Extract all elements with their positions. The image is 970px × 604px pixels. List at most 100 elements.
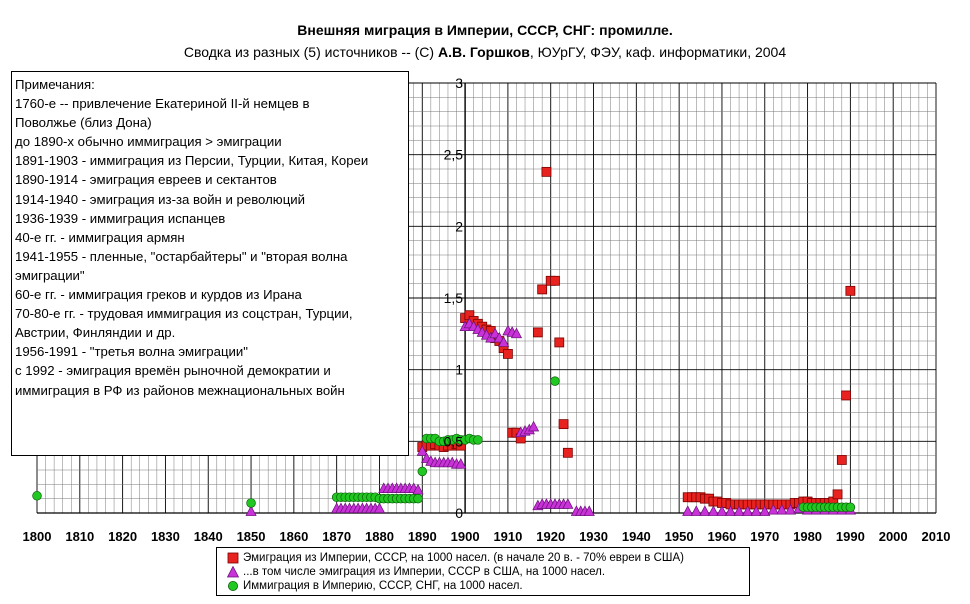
chart-title: Внешняя миграция в Империи, СССР, СНГ: п… xyxy=(297,22,673,38)
point-immigration xyxy=(473,435,483,445)
y-tick-label: 0,5 xyxy=(444,433,464,449)
point-emigration xyxy=(537,284,548,295)
point-immigration xyxy=(550,376,560,386)
note-line: Примечания: xyxy=(15,77,95,92)
point-immigration xyxy=(413,493,423,504)
point-emigration xyxy=(532,327,543,338)
y-tick-label: 2,5 xyxy=(444,147,464,163)
x-tick-label: 1800 xyxy=(23,529,52,544)
note-line: с 1992 - эмиграция времён рыночной демок… xyxy=(15,363,331,379)
point-immigration xyxy=(246,498,256,508)
point-us-emigration xyxy=(510,327,523,339)
series-group xyxy=(245,317,856,516)
note-line: 1914-1940 - эмиграция из-за войн и револ… xyxy=(15,191,305,207)
point-us-emigration xyxy=(690,505,702,516)
legend-triangle-marker xyxy=(227,566,239,578)
point-emigration xyxy=(845,285,856,296)
x-tick-label: 1840 xyxy=(194,529,223,544)
x-tick-label: 1850 xyxy=(237,529,266,544)
note-line: эмиграции" xyxy=(15,267,85,283)
point-us-emigration xyxy=(733,505,745,516)
x-tick-label: 2000 xyxy=(879,529,908,544)
x-tick-label: 1910 xyxy=(493,529,522,544)
note-line: 1936-1939 - иммиграция испанцев xyxy=(15,210,226,226)
point-us-emigration xyxy=(750,505,762,516)
point-us-emigration xyxy=(776,503,788,515)
point-emigration xyxy=(503,348,513,359)
note-line: 60-е гг. - иммиграция греков и курдов из… xyxy=(15,287,302,303)
point-us-emigration xyxy=(759,505,771,516)
point-emigration xyxy=(541,166,552,177)
x-tick-label: 2010 xyxy=(922,529,951,544)
note-line: 1891-1903 - иммиграция из Персии, Турции… xyxy=(15,153,369,169)
point-us-emigration xyxy=(498,336,510,347)
legend-square-marker xyxy=(227,552,239,564)
x-tick-label: 1900 xyxy=(451,529,480,544)
point-us-emigration xyxy=(767,503,779,515)
plot-marks xyxy=(32,166,856,516)
point-us-emigration xyxy=(245,505,257,516)
point-emigration xyxy=(841,390,851,401)
note-line: до 1890-х обычно иммиграция > эмиграции xyxy=(15,134,282,150)
legend-label-immigration: Иммиграция в Империю, СССР, СНГ, на 1000… xyxy=(243,580,523,592)
y-tick-label: 2 xyxy=(455,218,463,234)
note-line: иммиграция в РФ из районов межнациональн… xyxy=(15,382,345,398)
note-line: 1890-1914 - эмиграция евреев и сектантов xyxy=(15,172,277,188)
point-us-emigration xyxy=(784,503,797,515)
x-tick-label: 1880 xyxy=(365,529,394,544)
point-emigration xyxy=(562,447,573,458)
x-tick-label: 1940 xyxy=(622,529,651,544)
note-line: Поволжье (близ Дона) xyxy=(15,115,152,131)
point-us-emigration xyxy=(682,505,694,516)
x-tick-label: 1990 xyxy=(836,529,865,544)
point-emigration xyxy=(836,455,847,465)
point-emigration xyxy=(550,275,560,286)
point-us-emigration xyxy=(562,498,574,509)
chart-subtitle: Сводка из разных (5) источников -- (С) А… xyxy=(0,44,970,60)
x-tick-label: 1860 xyxy=(279,529,308,544)
note-line: 40-е гг. - иммиграция армян xyxy=(15,229,185,245)
x-tick-label: 1810 xyxy=(65,529,94,544)
point-us-emigration xyxy=(724,505,737,516)
legend-label-emigration: Эмиграция из Империи, СССР, на 1000 насе… xyxy=(243,552,684,564)
y-tick-label: 0 xyxy=(455,505,463,521)
point-us-emigration xyxy=(742,505,754,516)
y-tick-label: 1,5 xyxy=(444,290,464,306)
point-immigration xyxy=(417,466,428,477)
note-line: 1941-1955 - пленные, "остарбайтеры" и "в… xyxy=(15,248,348,264)
x-tick-label: 1970 xyxy=(750,529,779,544)
point-emigration xyxy=(832,489,843,500)
subtitle-author: А.В. Горшков xyxy=(437,44,530,60)
x-tick-label: 1820 xyxy=(108,529,137,544)
subtitle-post: , ЮУрГУ, ФЭУ, каф. информатики, 2004 xyxy=(529,44,787,60)
point-immigration xyxy=(845,502,856,513)
x-tick-label: 1870 xyxy=(322,529,351,544)
point-us-emigration xyxy=(699,505,711,516)
x-tick-label: 1960 xyxy=(707,529,736,544)
point-us-emigration xyxy=(528,420,540,432)
note-line: 70-80-е гг. - трудовая иммиграция из соц… xyxy=(15,306,353,322)
point-emigration xyxy=(558,419,569,430)
x-tick-label: 1930 xyxy=(579,529,608,544)
series-group xyxy=(32,376,856,513)
legend-circle-marker xyxy=(228,581,238,591)
point-us-emigration xyxy=(373,502,386,514)
x-tick-label: 1950 xyxy=(665,529,694,544)
point-emigration xyxy=(554,337,565,348)
point-us-emigration xyxy=(583,505,595,516)
note-line: 1956-1991 - "третья волна эмиграции" xyxy=(15,344,248,360)
point-us-emigration xyxy=(455,458,467,469)
x-tick-label: 1980 xyxy=(793,529,822,544)
point-us-emigration xyxy=(707,505,719,516)
legend: Эмиграция из Империи, СССР, на 1000 насе… xyxy=(216,547,750,596)
notes-box: Примечания: 1760-е -- привлечение Екатери… xyxy=(11,71,409,456)
y-tick-label: 1 xyxy=(455,362,463,378)
x-tick-label: 1920 xyxy=(536,529,565,544)
note-line: 1760-е -- привлечение Екатериной II-й не… xyxy=(15,96,310,112)
y-tick-label: 3 xyxy=(455,75,463,91)
legend-label-us-emigration: ...в том числе эмиграция из Империи, ССС… xyxy=(243,566,606,578)
subtitle-pre: Сводка из разных (5) источников -- (С) xyxy=(183,44,438,60)
point-us-emigration xyxy=(716,505,728,516)
x-tick-label: 1890 xyxy=(408,529,437,544)
point-us-emigration xyxy=(416,445,428,456)
